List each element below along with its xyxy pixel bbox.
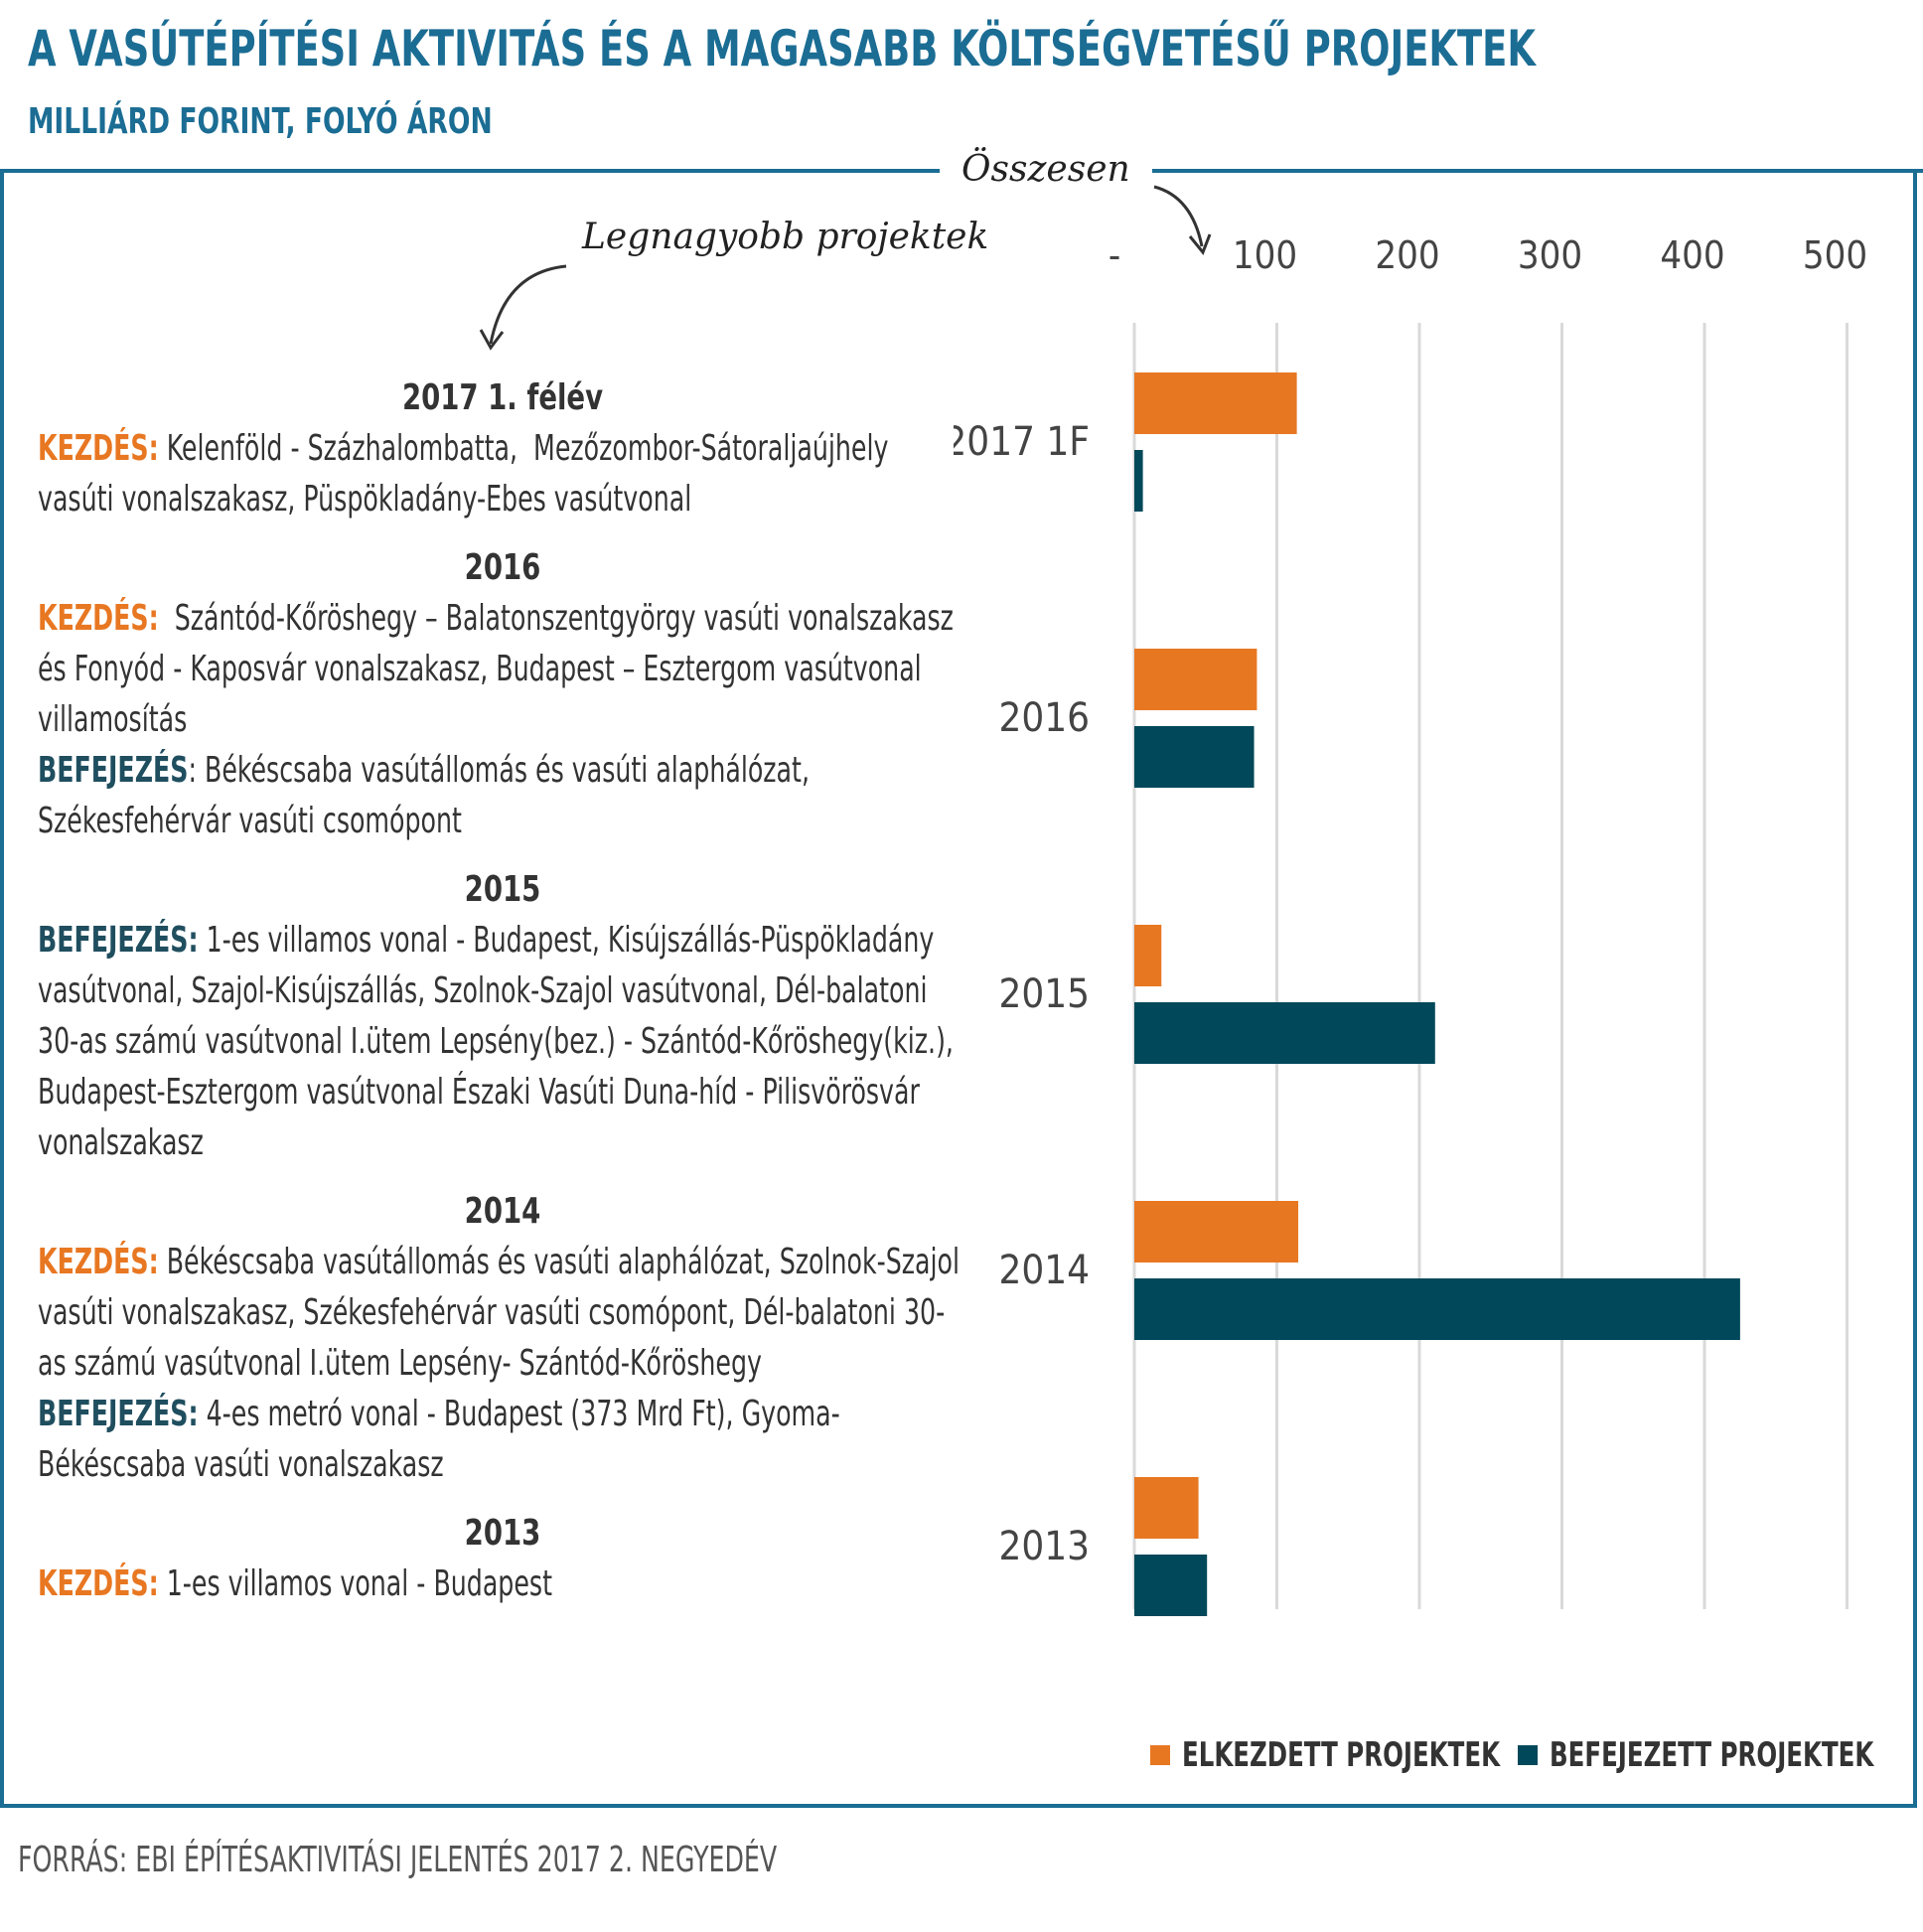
project-text: vonalszakasz: [38, 1122, 204, 1163]
legend-swatch-finished: [1518, 1744, 1538, 1765]
project-line: vasúti vonalszakasz, Székesfehérvár vasú…: [38, 1287, 945, 1338]
project-line: BEFEJEZÉS: 4-es metró vonal - Budapest (…: [38, 1389, 840, 1439]
category-label: 2015: [998, 971, 1090, 1017]
project-line: vasúti vonalszakasz, Püspökladány-Ebes v…: [38, 474, 782, 524]
start-label: KEZDÉS:: [38, 1242, 159, 1282]
bar-started: [1134, 1477, 1199, 1539]
project-line: villamosítás: [38, 694, 782, 745]
project-text: és Fonyód - Kaposvár vonalszakasz, Budap…: [38, 649, 922, 689]
chart-title: A VASÚTÉPÍTÉSI AKTIVITÁS ÉS A MAGASABB K…: [28, 20, 1536, 77]
project-line: BEFEJEZÉS: 1-es villamos vonal - Budapes…: [38, 915, 934, 966]
project-text: : Békéscsaba vasútállomás és vasúti alap…: [188, 750, 810, 791]
project-line: BEFEJEZÉS: Békéscsaba vasútállomás és va…: [38, 745, 810, 796]
project-text: Békéscsaba vasútállomás és vasúti alaphá…: [158, 1242, 960, 1282]
content-frame: [0, 169, 1917, 1808]
bar-finished: [1134, 1555, 1208, 1616]
project-text: villamosítás: [38, 699, 188, 740]
project-text: vasúti vonalszakasz, Székesfehérvár vasú…: [38, 1292, 946, 1333]
bar-finished: [1134, 726, 1255, 788]
source-note: FORRÁS: EBI ÉPÍTÉSAKTIVITÁSI JELENTÉS 20…: [18, 1840, 778, 1880]
end-label: BEFEJEZÉS:: [38, 1394, 199, 1434]
project-line: KEZDÉS: Békéscsaba vasútállomás és vasút…: [38, 1237, 960, 1287]
legend-swatch-started: [1150, 1744, 1170, 1765]
bar-finished: [1134, 450, 1143, 512]
bar-finished: [1134, 1002, 1435, 1064]
project-text: 1-es villamos vonal - Budapest: [158, 1563, 552, 1604]
project-line: vonalszakasz: [38, 1117, 782, 1168]
category-label: 2013: [998, 1524, 1090, 1569]
project-year: 2014: [464, 1191, 541, 1232]
project-line: Békéscsaba vasúti vonalszakasz: [38, 1439, 782, 1490]
x-tick-label: 200: [1375, 233, 1439, 277]
frame-top-left-border: [0, 169, 940, 173]
largest-projects-arrow-icon: [479, 264, 567, 351]
bar-started: [1134, 1201, 1299, 1263]
project-line: KEZDÉS: Szántód-Kőröshegy – Balatonszent…: [38, 593, 954, 644]
project-block: 2016 KEZDÉS: Szántód-Kőröshegy – Balatons…: [38, 542, 991, 846]
project-text: as számú vasútvonal I.ütem Lepsény- Szán…: [38, 1343, 762, 1384]
x-tick-label: 500: [1803, 233, 1867, 277]
start-label: KEZDÉS:: [38, 1563, 159, 1604]
x-tick-label: 100: [1233, 233, 1297, 277]
project-line: vasútvonal, Szajol-Kisújszállás, Szolnok…: [38, 966, 928, 1016]
start-label: KEZDÉS:: [38, 428, 159, 469]
project-line: Székesfehérvár vasúti csomópont: [38, 796, 782, 846]
category-label: 2017 1F: [954, 419, 1090, 465]
project-line: és Fonyód - Kaposvár vonalszakasz, Budap…: [38, 644, 922, 694]
end-label: BEFEJEZÉS:: [38, 920, 199, 961]
project-line: 30-as számú vasútvonal I.ütem Lepsény(be…: [38, 1016, 954, 1067]
project-line: KEZDÉS: Kelenföld - Százhalombatta, Mező…: [38, 423, 888, 474]
project-block: 2013 KEZDÉS: 1-es villamos vonal - Budape…: [38, 1508, 991, 1609]
project-text: Székesfehérvár vasúti csomópont: [38, 801, 462, 841]
category-label: 2014: [998, 1248, 1090, 1293]
project-text: 1-es villamos vonal - Budapest, Kisújszá…: [198, 920, 935, 961]
project-block: 2014 KEZDÉS: Békéscsaba vasútállomás és v…: [38, 1186, 991, 1490]
project-line: Budapest-Esztergom vasútvonal Északi Vas…: [38, 1067, 920, 1117]
project-year: 2013: [464, 1513, 541, 1554]
project-line: as számú vasútvonal I.ütem Lepsény- Szán…: [38, 1338, 782, 1389]
start-label: KEZDÉS:: [38, 598, 159, 639]
bar-chart: - 100 200 300 400 500 2017 1F 2016 2015 2014 2013: [954, 233, 1867, 1616]
bar-started: [1134, 372, 1297, 434]
total-annotation: Összesen: [962, 149, 1130, 190]
project-year: 2017 1. félév: [401, 377, 604, 418]
total-arrow-icon: [1153, 185, 1212, 255]
legend-item-started: ELKEZDETT PROJEKTEK: [1150, 1733, 1579, 1775]
project-text: vasúti vonalszakasz, Püspökladány-Ebes v…: [38, 479, 692, 520]
project-text: Békéscsaba vasúti vonalszakasz: [38, 1444, 444, 1485]
project-text: Budapest-Esztergom vasútvonal Északi Vas…: [38, 1072, 920, 1113]
legend-label-started: ELKEZDETT PROJEKTEK: [1182, 1734, 1501, 1775]
project-text: vasútvonal, Szajol-Kisújszállás, Szolnok…: [38, 970, 928, 1011]
projects-list: 2017 1. félév KEZDÉS: Kelenföld - Százhal…: [38, 372, 991, 1627]
end-label: BEFEJEZÉS: [38, 750, 189, 791]
x-tick-label: 300: [1518, 233, 1582, 277]
project-block: 2017 1. félév KEZDÉS: Kelenföld - Százhal…: [38, 372, 991, 524]
bar-finished: [1134, 1278, 1740, 1340]
project-text: Kelenföld - Százhalombatta, Mezőzombor-S…: [158, 428, 889, 469]
project-line: KEZDÉS: 1-es villamos vonal - Budapest: [38, 1559, 782, 1609]
chart-subtitle: MILLIÁRD FORINT, FOLYÓ ÁRON: [28, 101, 493, 142]
legend-label-finished: BEFEJEZETT PROJEKTEK: [1550, 1734, 1874, 1775]
project-year: 2016: [464, 547, 541, 588]
category-label: 2016: [998, 695, 1090, 741]
x-tick-label: 400: [1660, 233, 1724, 277]
bar-started: [1134, 649, 1257, 710]
project-text: 30-as számú vasútvonal I.ütem Lepsény(be…: [38, 1021, 954, 1062]
project-text: 4-es metró vonal - Budapest (373 Mrd Ft)…: [198, 1394, 840, 1434]
project-block: 2015 BEFEJEZÉS: 1-es villamos vonal - Bud…: [38, 864, 991, 1168]
legend-item-finished: BEFEJEZETT PROJEKTEK: [1518, 1733, 1923, 1775]
project-text: Szántód-Kőröshegy – Balatonszentgyörgy v…: [158, 598, 954, 639]
x-tick-label: -: [1109, 233, 1120, 277]
project-year: 2015: [464, 869, 541, 910]
frame-top-right-border: [1152, 169, 1923, 173]
largest-projects-annotation: Legnagyobb projektek: [582, 217, 989, 257]
bar-started: [1134, 925, 1162, 986]
